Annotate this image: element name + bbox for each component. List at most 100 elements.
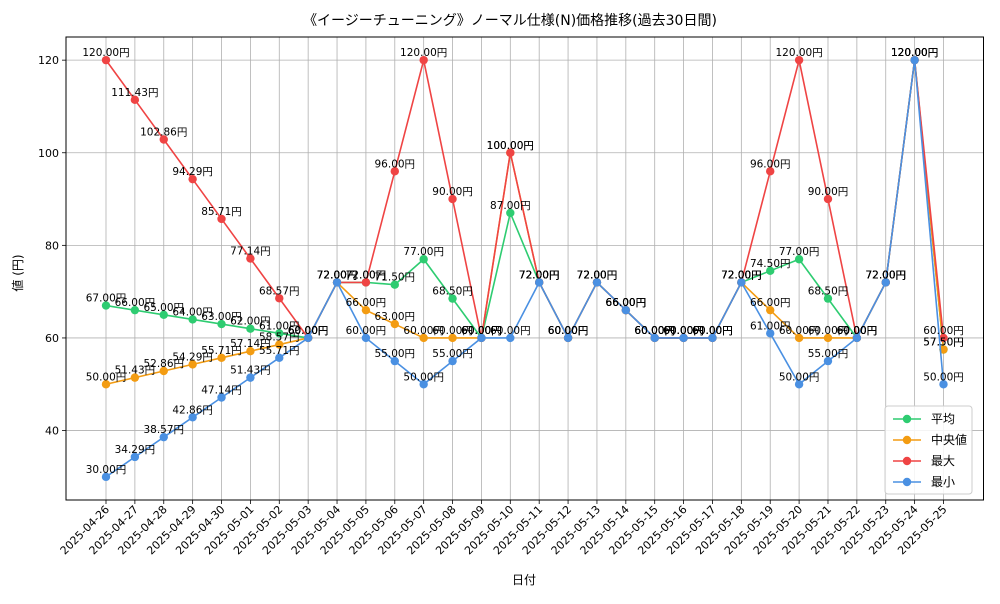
- data-label: 55.00円: [808, 348, 849, 360]
- data-label: 102.86円: [140, 127, 187, 139]
- data-label: 72.00円: [721, 269, 762, 281]
- data-point: [766, 329, 775, 338]
- data-label: 30.00円: [86, 464, 127, 476]
- data-label: 60.00円: [634, 325, 675, 337]
- data-label: 64.00円: [172, 306, 213, 318]
- data-label: 60.00円: [692, 325, 733, 337]
- y-tick-label: 80: [45, 239, 59, 252]
- data-label: 60.00円: [432, 325, 473, 337]
- data-label: 120.00円: [82, 47, 129, 59]
- data-label: 60.00円: [288, 325, 329, 337]
- data-point: [419, 55, 428, 65]
- data-label: 63.00円: [201, 311, 242, 323]
- y-tick-label: 100: [38, 147, 59, 160]
- data-point: [390, 319, 399, 329]
- data-label: 72.00円: [317, 269, 358, 281]
- data-label: 77.00円: [403, 246, 444, 258]
- data-point: [823, 333, 833, 343]
- data-label: 77.00円: [779, 246, 820, 258]
- data-label: 100.00円: [487, 140, 534, 152]
- chart-title: 《イージーチューニング》ノーマル仕様(N)価格推移(過去30日間): [303, 13, 717, 29]
- data-point: [650, 333, 659, 343]
- data-point: [506, 148, 515, 157]
- data-label: 87.00円: [490, 200, 531, 212]
- data-label: 72.00円: [317, 269, 358, 281]
- data-point: [766, 305, 775, 315]
- data-label: 60.00円: [663, 325, 704, 337]
- data-point: [130, 373, 140, 382]
- data-point: [101, 472, 111, 482]
- series-line: [105, 59, 945, 341]
- data-label: 60.00円: [634, 325, 675, 337]
- data-point: [939, 333, 948, 343]
- data-label: 55.71円: [201, 345, 242, 357]
- data-point: [275, 329, 284, 338]
- data-point: [534, 278, 544, 287]
- data-label: 38.57円: [143, 424, 184, 436]
- data-label: 60.00円: [663, 325, 704, 337]
- data-point: [419, 380, 428, 389]
- data-point: [246, 324, 255, 333]
- data-point: [939, 345, 948, 354]
- data-label: 68.57円: [259, 285, 300, 297]
- y-tick-label: 40: [45, 425, 59, 438]
- data-label: 60.00円: [288, 325, 329, 337]
- data-label: 120.00円: [891, 47, 938, 59]
- x-axis-label: 日付: [512, 573, 536, 587]
- data-point: [217, 319, 226, 329]
- data-label: 77.14円: [230, 246, 271, 258]
- data-point: [159, 135, 168, 144]
- data-label: 66.00円: [606, 297, 647, 309]
- y-tick-label: 120: [38, 54, 59, 67]
- data-label: 66.00円: [750, 297, 791, 309]
- data-point: [621, 305, 631, 315]
- data-label: 72.00円: [577, 269, 618, 281]
- series-line: [105, 60, 945, 478]
- data-point: [361, 278, 371, 287]
- data-label: 60.00円: [837, 325, 878, 337]
- data-point: [881, 278, 890, 287]
- data-label: 60.00円: [346, 325, 387, 337]
- data-point: [390, 167, 399, 176]
- data-point: [130, 452, 140, 462]
- data-point: [448, 194, 457, 204]
- data-label: 57.50円: [923, 337, 964, 349]
- legend-swatch-marker: [902, 456, 912, 466]
- data-point: [794, 333, 804, 343]
- data-label: 66.00円: [346, 297, 387, 309]
- data-label: 61.00円: [750, 320, 791, 332]
- data-label: 66.00円: [115, 297, 156, 309]
- legend-label: 最小: [931, 475, 955, 489]
- data-label: 60.00円: [634, 325, 675, 337]
- data-point: [275, 353, 284, 363]
- data-label: 60.00円: [663, 325, 704, 337]
- data-label: 72.00円: [865, 269, 906, 281]
- data-point: [390, 356, 399, 366]
- data-point: [766, 167, 775, 176]
- data-label: 72.00円: [865, 269, 906, 281]
- data-point: [188, 360, 197, 369]
- data-point: [130, 305, 140, 315]
- data-label: 72.00円: [317, 269, 358, 281]
- data-point: [708, 333, 717, 343]
- data-label: 57.50円: [923, 337, 964, 349]
- data-label: 60.00円: [548, 325, 589, 337]
- data-label: 94.29円: [172, 166, 213, 178]
- series: [101, 55, 948, 482]
- series-line: [105, 60, 945, 350]
- data-point: [910, 55, 919, 65]
- data-label: 58.57円: [259, 332, 300, 344]
- data-label: 60.00円: [692, 325, 733, 337]
- data-label: 72.00円: [721, 269, 762, 281]
- data-point: [188, 174, 197, 184]
- y-tick-label: 60: [45, 332, 59, 345]
- data-point: [246, 373, 255, 382]
- data-label: 72.00円: [865, 269, 906, 281]
- data-label: 57.14円: [230, 338, 271, 350]
- data-point: [275, 340, 284, 349]
- data-labels: 67.00円66.00円65.00円64.00円63.00円62.00円61.0…: [82, 47, 963, 476]
- data-point: [101, 301, 111, 310]
- data-label: 60.00円: [634, 325, 675, 337]
